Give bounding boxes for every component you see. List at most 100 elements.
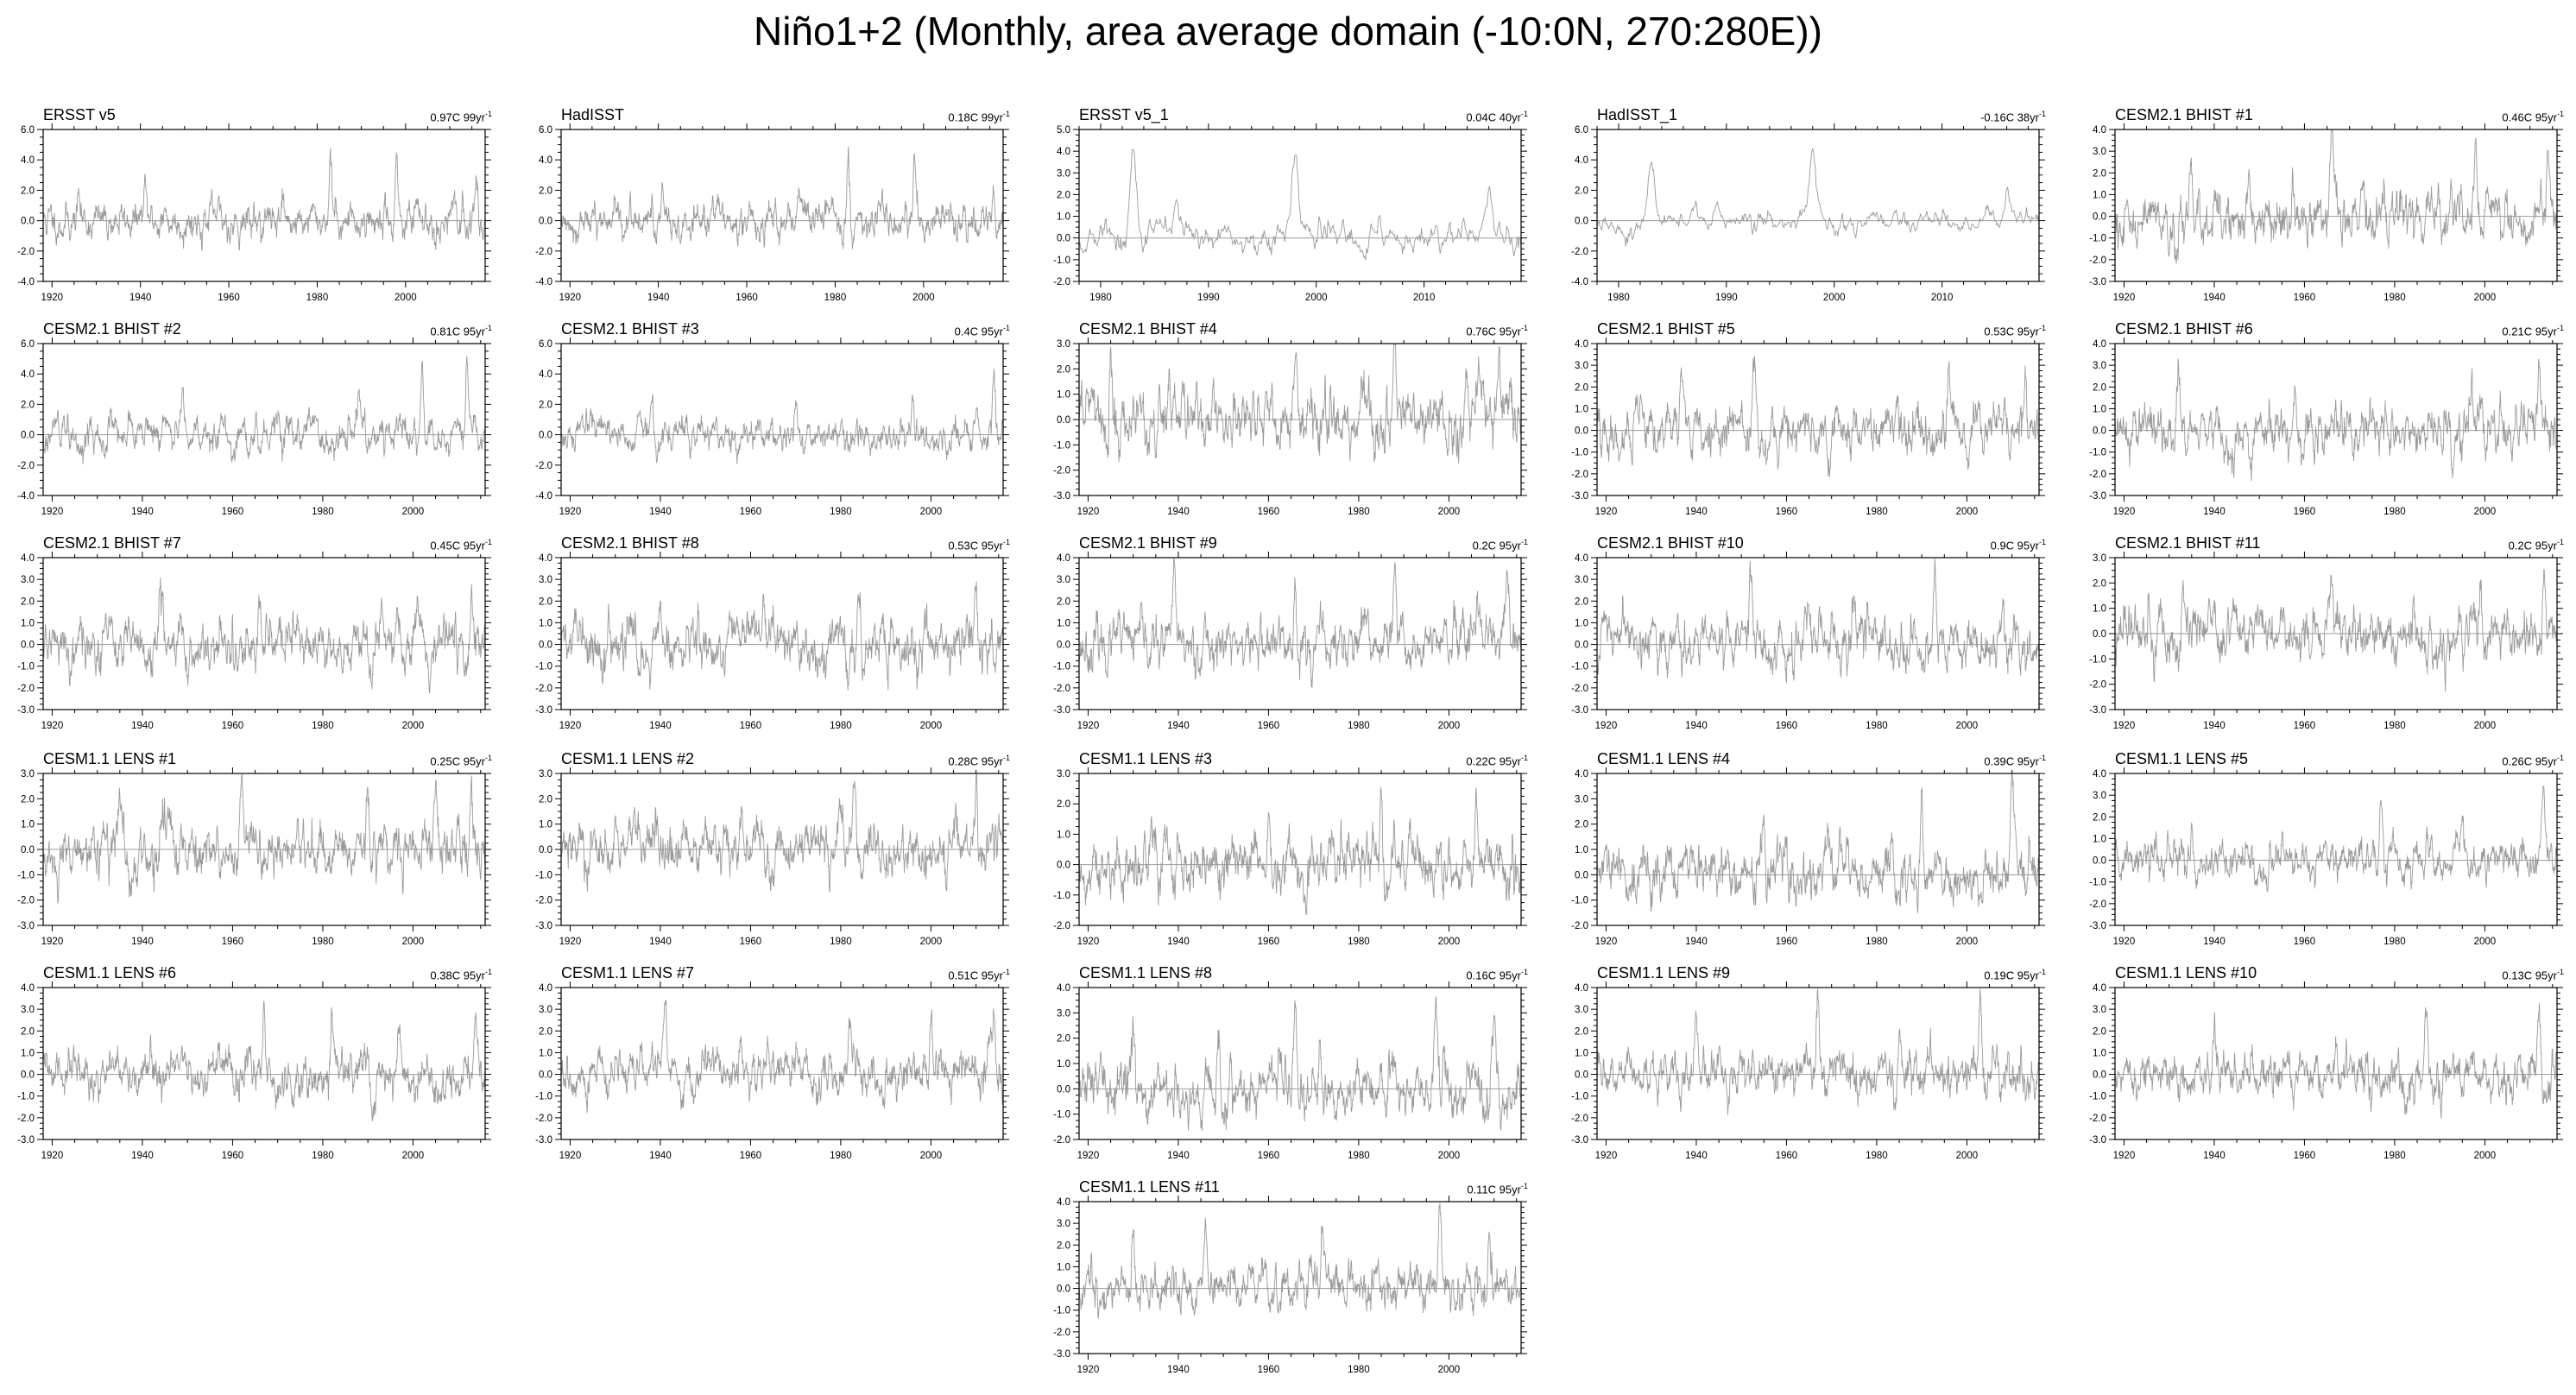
trend-value: 0.2C 95yr xyxy=(1472,539,1521,552)
chart-plot: 1980 1990 2000 2010 -2.0 -1.0 0.0 1.0 2.0 3.0 4.0 5… xyxy=(1053,123,1527,303)
y-tick-label: 4.0 xyxy=(21,983,35,994)
chart-plot: 1920 1940 1960 1980 2000 -3.0 -2.0 -1.0 0.0 1.0 2.… xyxy=(2089,338,2563,517)
y-tick-label: 6.0 xyxy=(539,339,552,350)
panel-trend-stat: 0.22C 95yr-1 xyxy=(1466,749,1528,770)
trend-unit-exponent: -1 xyxy=(484,110,492,118)
panel-trend-stat: 0.25C 95yr-1 xyxy=(430,749,492,770)
x-tick-label: 1940 xyxy=(649,937,672,947)
x-tick-label: 1920 xyxy=(1077,721,1100,731)
y-tick-label: -4.0 xyxy=(17,491,35,502)
trend-value: 0.19C 95yr xyxy=(1984,969,2039,982)
plot-frame xyxy=(1078,129,1522,282)
y-tick-label: 0.0 xyxy=(21,217,35,227)
series-line xyxy=(560,146,1004,249)
x-tick-label: 1940 xyxy=(2203,721,2226,731)
y-tick-label: 1.0 xyxy=(1057,1262,1070,1272)
trend-unit-exponent: -1 xyxy=(1002,324,1010,332)
chart-plot: 1920 1940 1960 1980 2000 -3.0 -2.0 -1.0 0.0 1.0 2.… xyxy=(2089,767,2563,947)
y-tick-label: -3.0 xyxy=(2089,1135,2106,1146)
x-tick-label: 1940 xyxy=(2203,507,2226,517)
x-tick-label: 1940 xyxy=(1685,937,1708,947)
x-tick-label: 1920 xyxy=(559,721,582,731)
chart-plot: 1920 1940 1960 1980 2000 -3.0 -2.0 -1.0 0.0 1.0 2.… xyxy=(1053,338,1527,517)
y-tick-label: -1.0 xyxy=(2089,1092,2106,1102)
y-tick-label: 1.0 xyxy=(1057,1059,1070,1070)
y-tick-label: -4.0 xyxy=(17,277,35,287)
x-tick-label: 2000 xyxy=(1956,721,1979,731)
trend-unit-exponent: -1 xyxy=(2556,110,2564,118)
y-tick-label: -2.0 xyxy=(1053,684,1070,694)
x-tick-label: 1920 xyxy=(559,507,582,517)
y-tick-label: 0.0 xyxy=(539,845,552,855)
y-tick-label: -1.0 xyxy=(535,870,552,881)
panel-title: CESM2.1 BHIST #1 xyxy=(2115,106,2253,123)
x-tick-label: 1980 xyxy=(830,721,852,731)
x-tick-label: 2000 xyxy=(1438,1151,1461,1161)
series-line xyxy=(2114,129,2558,264)
chart-panel: CESM2.1 BHIST #4 0.76C 95yr-1 1920 1940 1960… xyxy=(1036,318,1554,525)
y-tick-label: -3.0 xyxy=(2089,277,2106,287)
trend-unit-exponent: -1 xyxy=(1520,968,1528,976)
chart-plot: 1920 1940 1960 1980 2000 -3.0 -2.0 -1.0 0.0 1.0 2.… xyxy=(1053,552,1527,731)
chart-panel: CESM2.1 BHIST #10 0.9C 95yr-1 1920 1940 1960… xyxy=(1554,532,2072,739)
y-tick-label: 3.0 xyxy=(539,1005,552,1015)
x-tick-label: 1980 xyxy=(2383,293,2406,303)
x-tick-label: 1980 xyxy=(830,507,852,517)
y-tick-label: -2.0 xyxy=(1571,247,1588,257)
y-tick-label: 3.0 xyxy=(1575,575,1588,585)
x-tick-label: 1980 xyxy=(1607,293,1630,303)
x-tick-label: 2000 xyxy=(395,293,417,303)
trend-unit-exponent: -1 xyxy=(1520,754,1528,762)
panel-title: CESM2.1 BHIST #3 xyxy=(561,320,699,338)
x-tick-label: 1920 xyxy=(41,507,64,517)
y-tick-label: -1.0 xyxy=(1571,448,1588,458)
panel-trend-stat: 0.11C 95yr-1 xyxy=(1467,1177,1528,1198)
y-tick-label: 2.0 xyxy=(2093,812,2106,823)
x-tick-label: 1940 xyxy=(1167,1151,1190,1161)
y-tick-label: 3.0 xyxy=(21,1005,35,1015)
y-tick-label: -1.0 xyxy=(1571,662,1588,672)
series-line xyxy=(42,1000,486,1121)
x-tick-label: 1980 xyxy=(1089,293,1112,303)
plot-frame xyxy=(42,557,486,710)
y-tick-label: 4.0 xyxy=(21,155,35,166)
chart-plot: 1920 1940 1960 1980 2000 -3.0 -2.0 -1.0 0.0 1.0 2.… xyxy=(2089,982,2563,1161)
x-tick-label: 2000 xyxy=(1438,721,1461,731)
y-tick-label: 0.0 xyxy=(1575,641,1588,651)
panel-trend-stat: -0.16C 38yr-1 xyxy=(1980,105,2046,126)
y-tick-label: 3.0 xyxy=(539,769,552,780)
y-tick-label: 2.0 xyxy=(539,1026,552,1037)
chart-plot: 1920 1940 1960 1980 2000 -3.0 -2.0 -1.0 0.0 1.0 2.… xyxy=(1571,982,2045,1161)
x-tick-label: 1920 xyxy=(1595,1151,1618,1161)
series-line xyxy=(42,577,486,693)
y-tick-label: 1.0 xyxy=(1575,1048,1588,1058)
x-tick-label: 1980 xyxy=(1866,1151,1888,1161)
y-tick-label: 0.0 xyxy=(1575,1070,1588,1081)
y-tick-label: 3.0 xyxy=(2093,147,2106,157)
y-tick-label: -1.0 xyxy=(535,662,552,672)
panel-title: CESM2.1 BHIST #5 xyxy=(1597,320,1735,338)
x-tick-label: 1940 xyxy=(1167,1365,1190,1375)
chart-panel: CESM1.1 LENS #10 0.13C 95yr-1 1920 1940 1960… xyxy=(2072,962,2576,1169)
y-tick-label: -2.0 xyxy=(2089,899,2106,910)
x-tick-label: 1940 xyxy=(649,1151,672,1161)
x-tick-label: 1980 xyxy=(1348,1151,1370,1161)
y-tick-label: 1.0 xyxy=(1057,212,1070,223)
chart-panel: HadISST 0.18C 99yr-1 1920 1940 1960 1980 2000 -… xyxy=(518,104,1036,311)
series-line xyxy=(42,356,486,464)
y-tick-label: -4.0 xyxy=(535,491,552,502)
x-tick-label: 1960 xyxy=(1258,507,1280,517)
page-title: Niño1+2 (Monthly, area average domain (-… xyxy=(753,9,1822,54)
series-line xyxy=(1596,147,2040,247)
x-tick-label: 1960 xyxy=(736,293,758,303)
chart-panel: CESM2.1 BHIST #3 0.4C 95yr-1 1920 1940 1960 1… xyxy=(518,318,1036,525)
x-tick-label: 1940 xyxy=(1167,937,1190,947)
plot-frame xyxy=(560,343,1004,496)
y-tick-label: 4.0 xyxy=(1057,1197,1070,1208)
trend-unit-exponent: -1 xyxy=(484,968,492,976)
y-tick-label: 3.0 xyxy=(1057,575,1070,585)
x-tick-label: 2000 xyxy=(920,721,943,731)
panel-trend-stat: 0.9C 95yr-1 xyxy=(1991,533,2046,554)
chart-panel: CESM1.1 LENS #8 0.16C 95yr-1 1920 1940 1960 1… xyxy=(1036,962,1554,1169)
panel-title: CESM1.1 LENS #11 xyxy=(1079,1178,1220,1196)
